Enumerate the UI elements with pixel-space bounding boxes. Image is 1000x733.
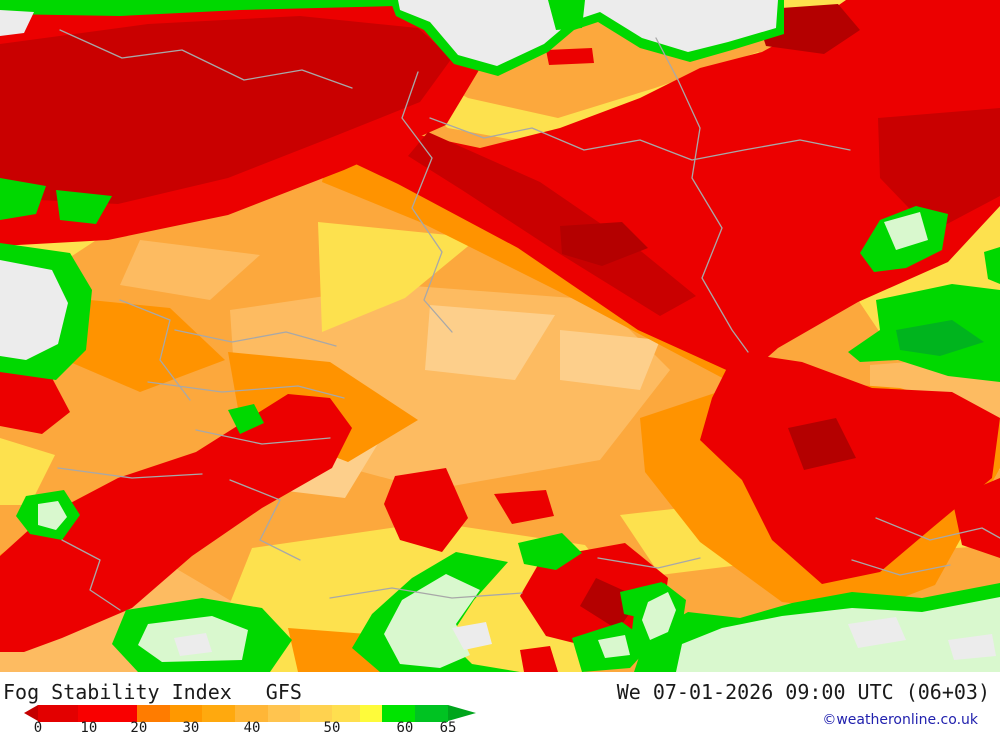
- legend-segment: [332, 705, 360, 722]
- legend-segment: [170, 705, 202, 722]
- map-dark-red-regions: [0, 16, 1000, 316]
- map-title: Fog Stability Index: [3, 680, 232, 704]
- model-name: GFS: [265, 680, 302, 704]
- legend-tick: 30: [182, 720, 200, 733]
- legend-tick: 50: [323, 720, 341, 733]
- legend-tick: 20: [130, 720, 148, 733]
- legend-segment: [137, 705, 170, 722]
- fog-stability-map: [0, 0, 1000, 672]
- legend-segment: [382, 705, 415, 722]
- copyright-link[interactable]: ©weatheronline.co.uk: [822, 712, 978, 728]
- legend-tick: 10: [80, 720, 98, 733]
- legend-right-arrow: [448, 705, 476, 721]
- map-green-and-sea-regions: [0, 0, 1000, 672]
- map-title-row: Fog Stability Index GFS: [3, 680, 302, 704]
- legend-segment: [415, 705, 448, 722]
- forecast-datetime: We 07-01-2026 09:00 UTC (06+03): [616, 680, 990, 704]
- legend-tick: 40: [243, 720, 261, 733]
- legend-segment: [268, 705, 300, 722]
- legend-tick: 65: [439, 720, 457, 733]
- legend-segment: [235, 705, 268, 722]
- map-country-borders: [57, 29, 1000, 611]
- legend-tick: 0: [33, 720, 43, 733]
- legend-segment: [78, 705, 137, 722]
- legend-left-arrow: [24, 705, 38, 721]
- legend-segment: [360, 705, 382, 722]
- legend-segment: [38, 705, 78, 722]
- legend-colorbar: [24, 705, 476, 722]
- legend-tick: 60: [396, 720, 414, 733]
- map-footer: Fog Stability Index GFS We 07-01-2026 09:…: [0, 672, 1000, 733]
- map-canvas: [0, 0, 1000, 672]
- legend-segment: [202, 705, 235, 722]
- legend-segment: [300, 705, 332, 722]
- legend-tick-labels: 0 10 20 30 40 50 60 65: [34, 720, 457, 733]
